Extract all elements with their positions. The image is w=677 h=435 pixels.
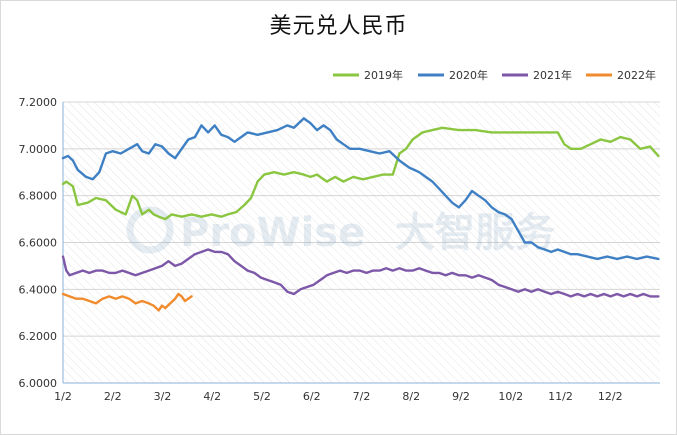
legend-label: 2020年 <box>449 68 488 82</box>
x-tick-label: 12/2 <box>598 390 623 403</box>
x-tick-label: 8/2 <box>402 390 420 403</box>
series-line <box>61 292 193 312</box>
y-tick-label: 7.0000 <box>19 143 58 156</box>
legend-label: 2019年 <box>364 68 403 82</box>
x-tick-label: 11/2 <box>548 390 573 403</box>
x-tick-label: 10/2 <box>498 390 523 403</box>
svg-text:ProWise: ProWise <box>180 210 365 256</box>
legend-label: 2022年 <box>617 68 656 82</box>
watermark: ProWise 大智服务 <box>126 206 555 256</box>
y-tick-label: 6.6000 <box>19 237 58 250</box>
y-tick-label: 7.2000 <box>19 96 58 109</box>
x-tick-label: 1/2 <box>54 390 72 403</box>
legend-label: 2021年 <box>533 68 572 82</box>
x-tick-label: 2/2 <box>104 390 122 403</box>
y-tick-label: 6.2000 <box>19 330 58 343</box>
series-line <box>61 248 660 298</box>
x-axis-ticks: 1/2 2/2 3/2 4/2 5/2 6/2 7/2 8/2 9/2 10/2 11/2 12/2 <box>54 390 622 403</box>
series-lines <box>61 117 660 312</box>
y-axis-ticks: 6.0000 6.2000 6.4000 6.6000 6.8000 7.0000 7.20… <box>19 96 58 390</box>
y-tick-label: 6.4000 <box>19 283 58 296</box>
x-tick-label: 5/2 <box>253 390 271 403</box>
y-tick-label: 6.0000 <box>19 377 58 390</box>
y-tick-label: 6.8000 <box>19 190 58 203</box>
legend: 2019年 2020年 2021年 2022年 <box>333 68 656 82</box>
x-tick-label: 9/2 <box>452 390 470 403</box>
x-tick-label: 3/2 <box>154 390 172 403</box>
x-tick-label: 7/2 <box>353 390 371 403</box>
axes <box>62 102 660 384</box>
series-line <box>61 117 660 261</box>
series-line <box>61 126 660 221</box>
x-tick-label: 4/2 <box>203 390 221 403</box>
svg-text:大智服务: 大智服务 <box>395 210 555 256</box>
x-tick-label: 6/2 <box>303 390 321 403</box>
chart-title: 美元兑人民币 <box>269 14 408 39</box>
